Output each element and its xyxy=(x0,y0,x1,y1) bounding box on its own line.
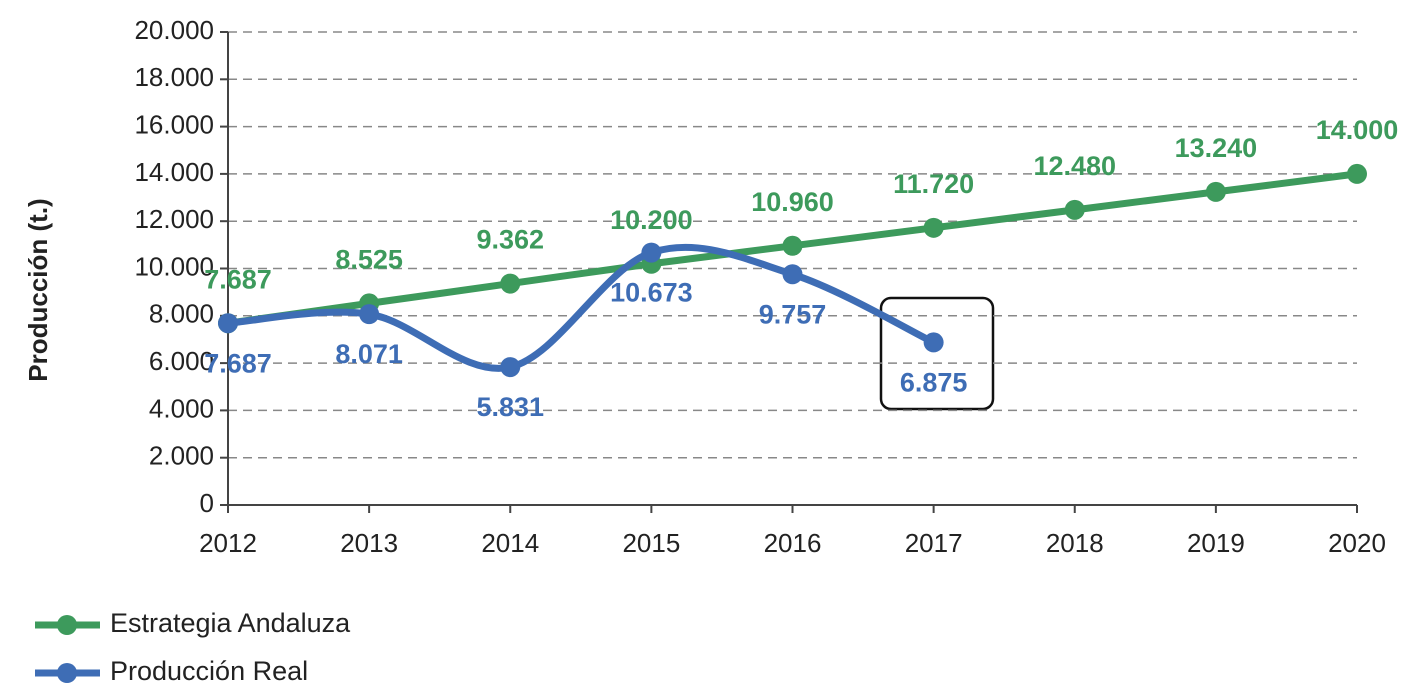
data-point xyxy=(500,273,521,294)
y-tick-label: 10.000 xyxy=(134,251,214,281)
x-tick-label: 2017 xyxy=(905,528,963,558)
value-label: 9.362 xyxy=(476,225,544,255)
y-tick-label: 14.000 xyxy=(134,157,214,187)
data-point xyxy=(359,304,380,325)
y-tick-label: 18.000 xyxy=(134,62,214,92)
value-label: 10.960 xyxy=(751,187,834,217)
x-tick-label: 2014 xyxy=(481,528,539,558)
y-tick-label: 12.000 xyxy=(134,204,214,234)
y-tick-label: 4.000 xyxy=(149,393,214,423)
data-point xyxy=(1347,163,1367,184)
x-tick-label: 2012 xyxy=(199,528,257,558)
y-tick-label: 0 xyxy=(200,488,214,518)
highlight-box xyxy=(879,296,995,411)
x-tick-label: 2015 xyxy=(622,528,680,558)
legend-label: Estrategia Andaluza xyxy=(110,608,351,638)
value-label: 5.831 xyxy=(476,392,544,422)
legend-marker xyxy=(57,663,77,683)
data-point xyxy=(218,313,238,334)
data-point xyxy=(500,357,521,378)
value-label: 7.687 xyxy=(204,348,272,378)
value-label: 6.875 xyxy=(900,368,968,398)
x-tick-label: 2019 xyxy=(1187,528,1245,558)
value-label: 13.240 xyxy=(1175,133,1258,163)
value-label: 9.757 xyxy=(759,299,827,329)
y-tick-label: 8.000 xyxy=(149,299,214,329)
value-label: 12.480 xyxy=(1033,151,1116,181)
y-tick-label: 6.000 xyxy=(149,346,214,376)
value-label: 10.673 xyxy=(610,278,693,308)
y-tick-label: 16.000 xyxy=(134,109,214,139)
x-tick-label: 2018 xyxy=(1046,528,1104,558)
data-point xyxy=(1205,181,1226,202)
value-label: 14.000 xyxy=(1316,115,1399,145)
value-label: 10.200 xyxy=(610,205,693,235)
data-point xyxy=(782,235,803,256)
legend-label: Producción Real xyxy=(110,656,308,686)
y-tick-label: 20.000 xyxy=(134,15,214,45)
data-point xyxy=(1064,199,1085,220)
x-tick-label: 2016 xyxy=(764,528,822,558)
value-label: 8.071 xyxy=(335,339,403,369)
x-tick-label: 2013 xyxy=(340,528,398,558)
value-label: 7.687 xyxy=(204,264,272,294)
y-tick-label: 2.000 xyxy=(149,441,214,471)
legend-marker xyxy=(57,615,77,635)
value-label: 8.525 xyxy=(335,245,403,275)
data-point xyxy=(923,332,944,353)
value-label: 11.720 xyxy=(893,169,974,199)
data-point xyxy=(782,264,803,285)
y-axis-label: Producción (t.) xyxy=(23,198,53,381)
x-tick-label: 2020 xyxy=(1328,528,1386,558)
data-point xyxy=(923,217,944,238)
data-point xyxy=(641,242,662,263)
